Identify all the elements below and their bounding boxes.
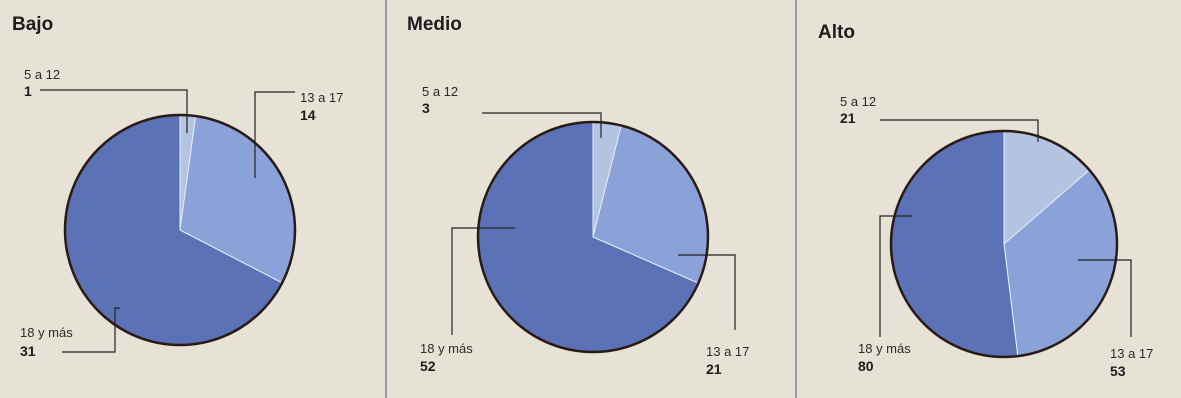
slice-value: 21 — [706, 361, 722, 377]
slice-label: 13 a 17 — [300, 90, 343, 105]
slice-label: 5 a 12 — [24, 67, 60, 82]
pie-panel-medio: Medio 5 a 12 3 13 a 17 21 18 y más 52 — [407, 14, 749, 377]
slice-value: 52 — [420, 358, 436, 374]
chart-title: Medio — [407, 14, 462, 35]
slice-value: 53 — [1110, 363, 1126, 379]
slice-value: 80 — [858, 358, 874, 374]
pie-slice — [891, 131, 1018, 357]
slice-label: 13 a 17 — [706, 344, 749, 359]
slice-label: 18 y más — [420, 341, 473, 356]
slice-value: 31 — [20, 343, 36, 359]
slice-value: 3 — [422, 100, 430, 116]
pie-panel-alto: Alto 5 a 12 21 13 a 17 53 18 y más 80 — [818, 22, 1153, 379]
pie-panel-bajo: Bajo 5 a 12 1 13 a 17 14 18 y más 31 — [12, 14, 343, 359]
slice-label: 5 a 12 — [422, 84, 458, 99]
slice-value: 14 — [300, 107, 316, 123]
slice-value: 21 — [840, 110, 856, 126]
chart-title: Alto — [818, 22, 855, 43]
slice-label: 5 a 12 — [840, 94, 876, 109]
slice-label: 18 y más — [858, 341, 911, 356]
slice-value: 1 — [24, 83, 32, 99]
slice-label: 18 y más — [20, 325, 73, 340]
slice-label: 13 a 17 — [1110, 346, 1153, 361]
chart-title: Bajo — [12, 14, 53, 35]
